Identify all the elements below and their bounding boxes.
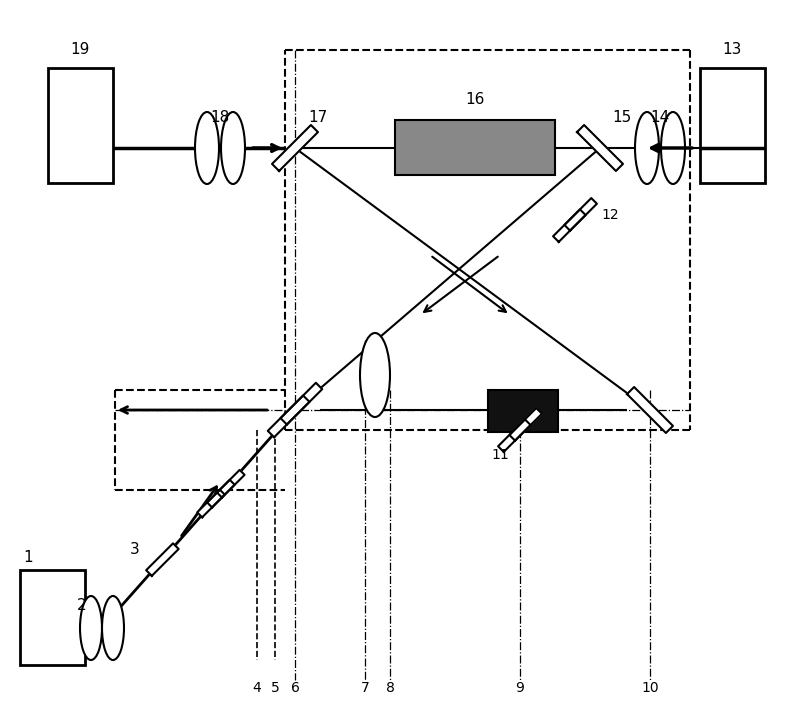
- Text: 18: 18: [210, 110, 230, 125]
- Text: 2: 2: [77, 597, 87, 612]
- Text: 14: 14: [650, 110, 670, 125]
- Polygon shape: [553, 209, 586, 242]
- Text: 8: 8: [386, 681, 394, 695]
- Text: 3: 3: [130, 542, 139, 557]
- Text: 4: 4: [253, 681, 262, 695]
- Bar: [48, 68, 113, 183]
- Polygon shape: [268, 395, 310, 437]
- Ellipse shape: [221, 112, 245, 184]
- Text: 7: 7: [361, 681, 370, 695]
- Polygon shape: [198, 490, 225, 518]
- Text: 6: 6: [290, 681, 299, 695]
- Text: 11: 11: [491, 448, 509, 462]
- Ellipse shape: [102, 596, 124, 660]
- Ellipse shape: [360, 333, 390, 417]
- Bar: [488, 390, 558, 432]
- Polygon shape: [281, 383, 322, 424]
- Ellipse shape: [661, 112, 685, 184]
- Polygon shape: [272, 125, 318, 171]
- Text: 9: 9: [515, 681, 525, 695]
- Text: 15: 15: [612, 110, 632, 125]
- Text: 5: 5: [270, 681, 279, 695]
- Text: 13: 13: [722, 43, 742, 58]
- Ellipse shape: [80, 596, 102, 660]
- Polygon shape: [207, 480, 234, 508]
- Text: 1: 1: [23, 550, 33, 565]
- Polygon shape: [564, 198, 597, 231]
- Text: 12: 12: [601, 208, 619, 222]
- Polygon shape: [146, 543, 178, 576]
- Bar: [20, 570, 85, 665]
- Polygon shape: [627, 387, 673, 433]
- Bar: [395, 120, 555, 175]
- Text: 17: 17: [308, 110, 328, 125]
- Polygon shape: [510, 408, 542, 441]
- Text: 10: 10: [641, 681, 659, 695]
- Polygon shape: [498, 419, 530, 452]
- Ellipse shape: [635, 112, 659, 184]
- Text: 16: 16: [466, 93, 485, 108]
- Polygon shape: [577, 125, 623, 171]
- Polygon shape: [217, 470, 245, 498]
- Ellipse shape: [195, 112, 219, 184]
- Text: 19: 19: [70, 43, 90, 58]
- Bar: [700, 68, 765, 183]
